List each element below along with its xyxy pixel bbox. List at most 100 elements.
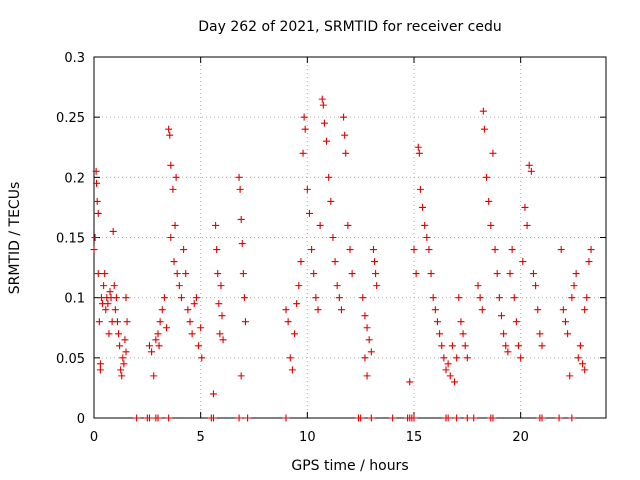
data-point <box>169 185 177 193</box>
data-point <box>419 203 427 211</box>
data-point <box>521 203 529 211</box>
data-point <box>93 179 101 187</box>
data-point <box>113 318 121 326</box>
data-point <box>431 306 439 314</box>
data-point <box>500 330 508 338</box>
data-point <box>288 366 296 374</box>
data-point <box>363 372 371 380</box>
data-point <box>293 300 301 308</box>
data-point <box>406 378 414 386</box>
data-point <box>195 342 203 350</box>
data-point <box>559 306 567 314</box>
data-point <box>117 366 125 374</box>
data-point <box>493 270 501 278</box>
data-point <box>217 282 225 290</box>
data-point <box>538 342 546 350</box>
data-point <box>570 282 578 290</box>
data-point <box>512 318 520 326</box>
data-point <box>166 131 174 139</box>
baseline-point <box>357 414 365 422</box>
data-point <box>308 246 316 254</box>
data-point <box>557 246 565 254</box>
y-axis-label: SRMTID / TECUs <box>7 182 23 295</box>
data-point <box>365 336 373 344</box>
data-point <box>359 294 367 302</box>
data-point <box>438 342 446 350</box>
data-point <box>371 258 379 266</box>
baseline-point <box>133 414 141 422</box>
data-point <box>333 282 341 290</box>
y-tick-label: 0.1 <box>64 292 85 307</box>
data-points <box>90 95 595 422</box>
data-point <box>446 372 454 380</box>
baseline-point <box>489 414 497 422</box>
data-point <box>101 270 109 278</box>
data-point <box>303 185 311 193</box>
y-tick-label: 0.15 <box>56 232 85 247</box>
data-point <box>574 354 582 362</box>
data-point <box>197 324 205 332</box>
data-point <box>483 173 491 181</box>
data-point <box>111 306 119 314</box>
data-point <box>282 306 290 314</box>
data-point <box>156 318 164 326</box>
data-point <box>119 354 127 362</box>
data-point <box>361 354 369 362</box>
data-point <box>340 113 348 121</box>
data-point <box>515 342 523 350</box>
data-point <box>177 294 185 302</box>
data-point <box>341 131 349 139</box>
data-point <box>568 294 576 302</box>
data-point <box>100 282 108 290</box>
data-point <box>527 167 535 175</box>
data-point <box>581 366 589 374</box>
data-point <box>525 161 533 169</box>
data-point <box>427 270 435 278</box>
data-point <box>348 270 356 278</box>
data-point <box>214 270 222 278</box>
data-point <box>93 197 101 205</box>
data-point <box>423 234 431 241</box>
data-point <box>106 288 114 296</box>
data-point <box>94 209 102 217</box>
data-point <box>327 197 335 205</box>
baseline-point <box>568 414 576 422</box>
data-point <box>192 294 200 302</box>
data-point <box>123 318 131 326</box>
data-point <box>104 300 112 308</box>
data-point <box>167 161 175 169</box>
data-point <box>346 246 354 254</box>
data-point <box>478 306 486 314</box>
data-point <box>239 270 247 278</box>
data-point <box>235 173 243 181</box>
data-point <box>286 354 294 362</box>
data-point <box>335 294 343 302</box>
data-point <box>429 294 437 302</box>
data-point <box>581 306 589 314</box>
data-point <box>319 101 327 109</box>
data-point <box>440 354 448 362</box>
data-point <box>316 221 324 229</box>
data-point <box>587 246 595 254</box>
data-point <box>213 246 221 254</box>
baseline-point <box>145 414 153 422</box>
data-point <box>122 294 130 302</box>
data-point <box>361 312 369 320</box>
data-point <box>463 354 471 362</box>
data-point <box>109 227 117 235</box>
data-point <box>209 390 217 398</box>
data-point <box>373 282 381 290</box>
baseline-point <box>453 414 461 422</box>
data-point <box>116 342 124 350</box>
data-point <box>212 221 220 229</box>
data-point <box>337 306 345 314</box>
data-point <box>241 318 249 326</box>
data-point <box>182 270 190 278</box>
data-point <box>495 294 503 302</box>
data-point <box>173 270 181 278</box>
data-point <box>102 306 110 314</box>
data-point <box>529 270 537 278</box>
data-point <box>90 246 98 254</box>
data-point <box>455 294 463 302</box>
